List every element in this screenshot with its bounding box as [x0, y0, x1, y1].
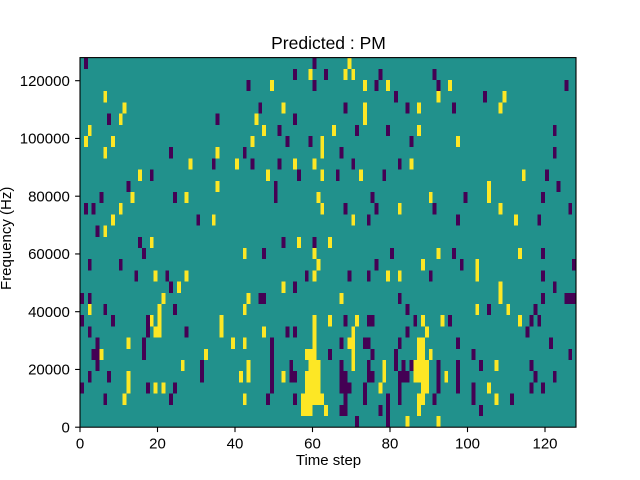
svg-text:Frequency (Hz): Frequency (Hz): [0, 187, 15, 290]
svg-text:100000: 100000: [20, 131, 70, 148]
svg-text:20: 20: [149, 435, 166, 452]
svg-text:20000: 20000: [28, 362, 70, 379]
svg-text:120: 120: [532, 435, 557, 452]
svg-text:80: 80: [382, 435, 399, 452]
svg-text:60: 60: [304, 435, 321, 452]
svg-text:60000: 60000: [28, 246, 70, 263]
svg-text:Time step: Time step: [296, 452, 361, 469]
svg-text:40000: 40000: [28, 304, 70, 321]
svg-text:100: 100: [455, 435, 480, 452]
svg-text:0: 0: [76, 435, 84, 452]
svg-text:0: 0: [61, 419, 69, 436]
svg-text:40: 40: [227, 435, 244, 452]
svg-text:80000: 80000: [28, 188, 70, 205]
svg-text:120000: 120000: [20, 73, 70, 90]
svg-text:Predicted : PM: Predicted : PM: [271, 33, 386, 53]
